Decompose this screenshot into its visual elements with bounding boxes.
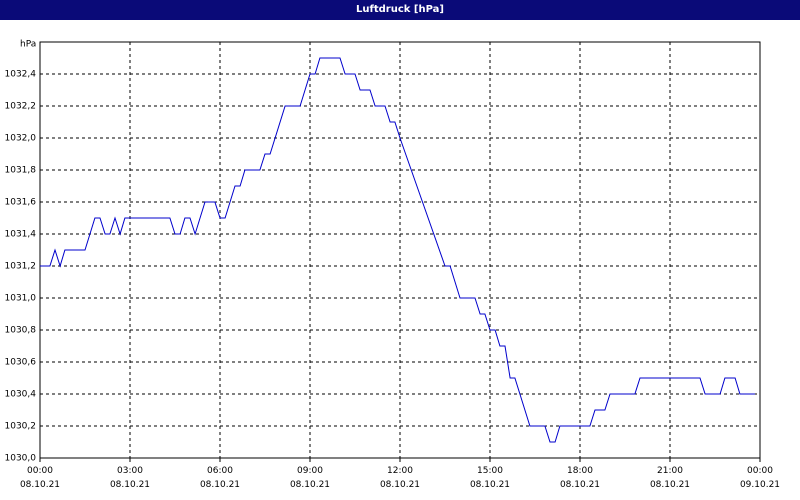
y-tick-label: 1031,4 (5, 230, 37, 240)
y-axis-label: hPa (20, 40, 36, 50)
x-tick-label: 00:00 08.10.21 (19, 466, 61, 490)
y-tick-label: 1030,2 (5, 422, 37, 432)
x-tick-label: 21:00 08.10.21 (649, 466, 691, 490)
x-tick-label: 12:00 08.10.21 (379, 466, 421, 490)
y-tick-label: 1030,4 (5, 390, 37, 400)
x-tick-label: 03:00 08.10.21 (109, 466, 151, 490)
x-tick-label: 09:00 08.10.21 (289, 466, 331, 490)
chart-title: Luftdruck [hPa] (0, 0, 800, 20)
y-tick-label: 1032,4 (5, 70, 37, 80)
y-tick-label: 1032,2 (5, 102, 37, 112)
y-tick-label: 1030,6 (5, 358, 37, 368)
y-tick-label: 1031,0 (5, 294, 37, 304)
y-tick-label: 1031,6 (5, 198, 37, 208)
y-tick-label: 1030,0 (5, 454, 37, 464)
y-tick-label: 1031,8 (5, 166, 37, 176)
data-line (40, 57, 755, 443)
x-tick-label: 06:00 08.10.21 (199, 466, 241, 490)
y-tick-label: 1032,0 (5, 134, 37, 144)
plot-area (39, 41, 761, 459)
y-tick-label: 1030,8 (5, 326, 37, 336)
x-tick-label: 18:00 08.10.21 (559, 466, 601, 490)
x-tick-label: 15:00 08.10.21 (469, 466, 511, 490)
y-tick-label: 1031,2 (5, 262, 37, 272)
x-tick-label: 00:00 09.10.21 (739, 466, 781, 490)
